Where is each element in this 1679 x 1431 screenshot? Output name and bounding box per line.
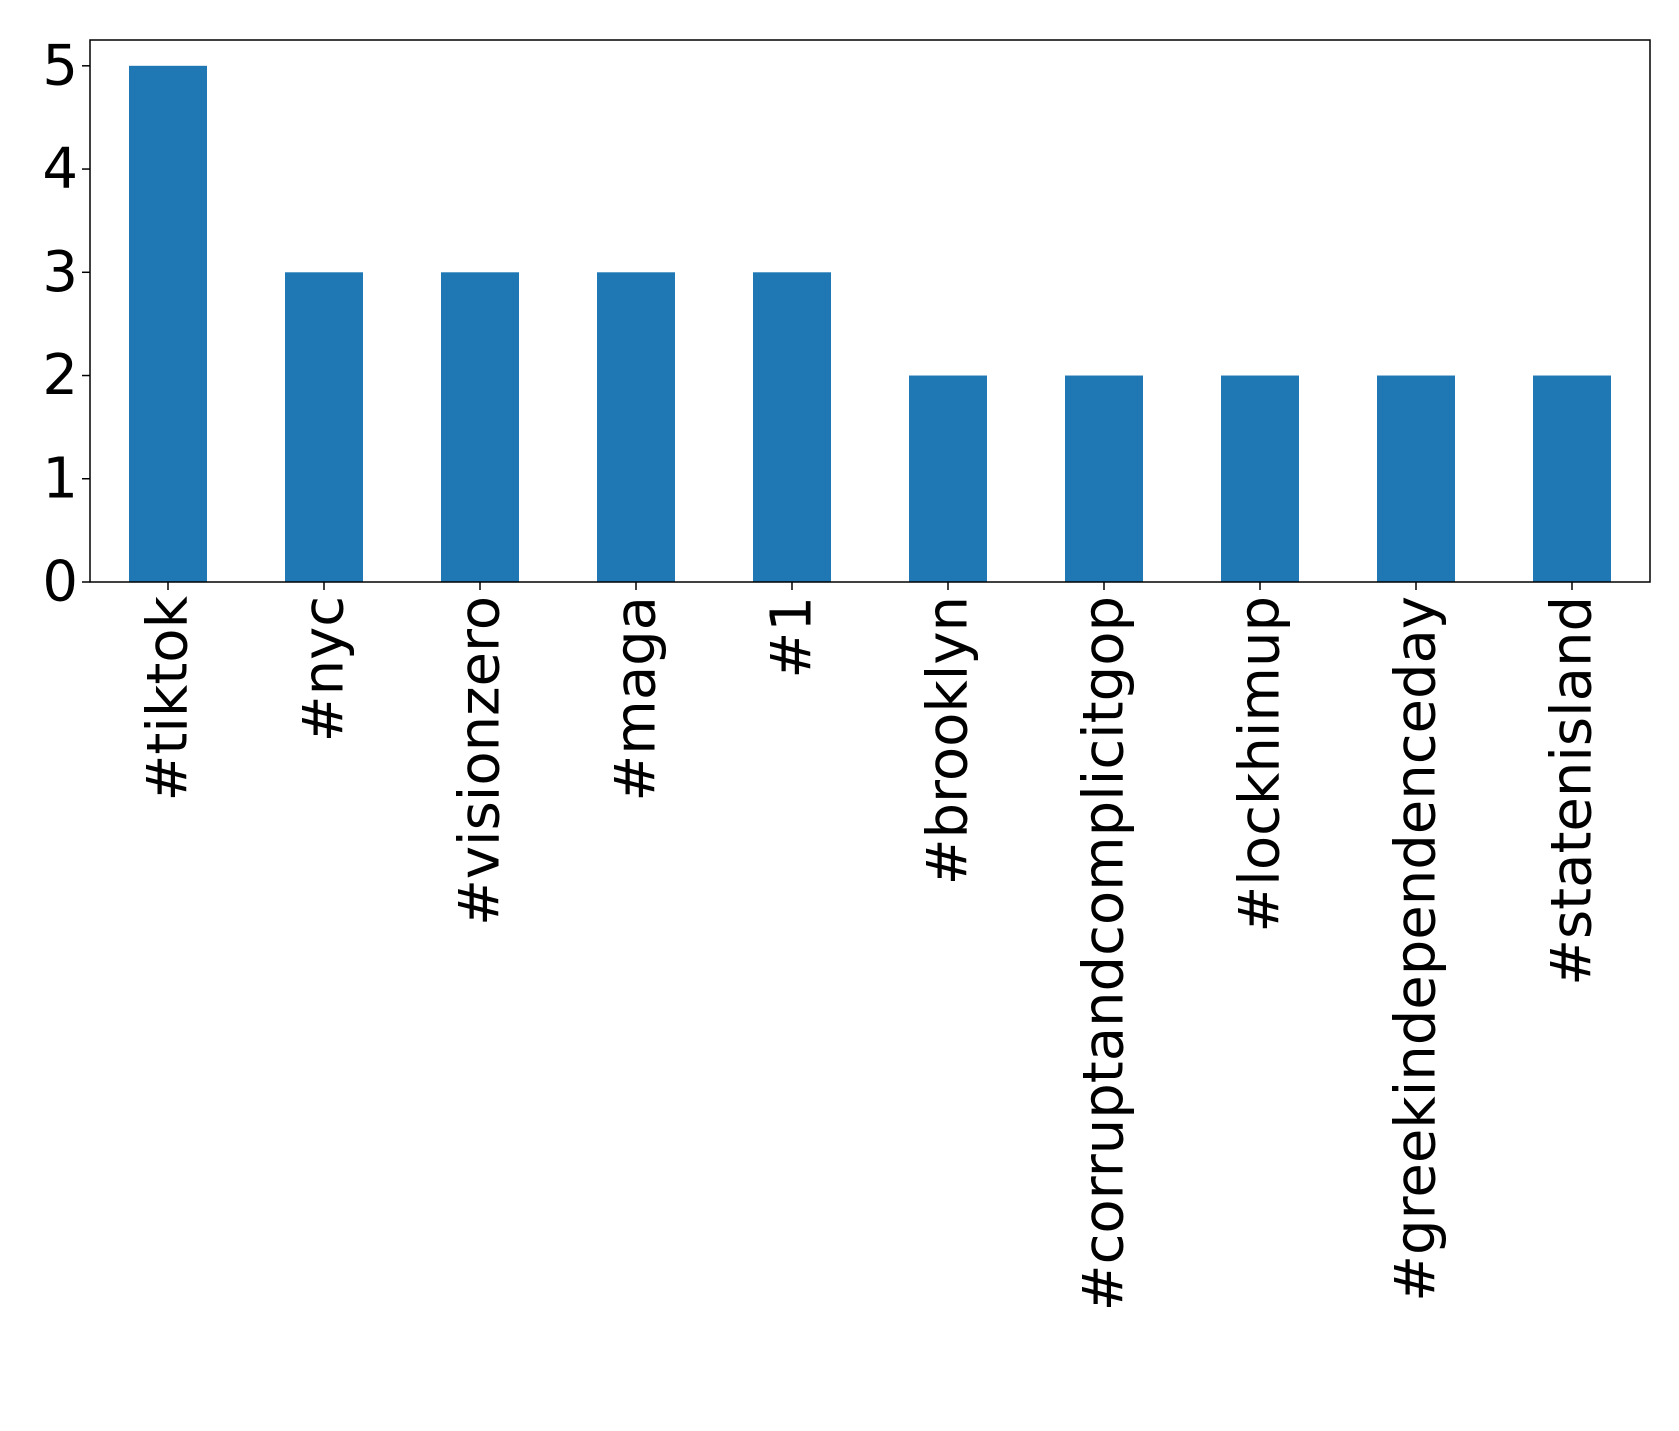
- x-tick-label: #maga: [604, 596, 669, 802]
- x-axis: #tiktok #nyc #visionzero #maga #1 #brooklyn #c…: [136, 582, 1605, 1311]
- bar-2: [441, 272, 519, 582]
- x-tick-label: #lockhimup: [1228, 596, 1293, 933]
- x-tick-label: #visionzero: [448, 596, 513, 926]
- y-tick-label: 0: [42, 550, 78, 615]
- bar-4: [753, 272, 831, 582]
- x-tick-label: #greekindependenceday: [1384, 596, 1449, 1302]
- bar-7: [1221, 375, 1299, 582]
- x-tick-label: #statenisland: [1540, 596, 1605, 986]
- x-tick-label: #nyc: [292, 596, 357, 742]
- x-tick-label: #corruptandcomplicitgop: [1072, 596, 1137, 1311]
- bars-layer: [129, 65, 1611, 583]
- y-axis: 0 1 2 3 4 5: [42, 33, 90, 615]
- bar-9: [1533, 375, 1611, 582]
- bar-8: [1377, 375, 1455, 582]
- bar-6: [1065, 375, 1143, 582]
- x-tick-label: #tiktok: [136, 595, 201, 801]
- y-tick-label: 3: [42, 240, 78, 305]
- plot-frame: [89, 39, 1651, 583]
- x-tick-label: #1: [760, 596, 825, 679]
- bar-0: [129, 65, 207, 583]
- y-tick-label: 2: [42, 343, 78, 408]
- y-tick-label: 1: [42, 446, 78, 511]
- bar-5: [909, 375, 987, 582]
- x-tick-label: #brooklyn: [916, 596, 981, 885]
- bar-3: [597, 272, 675, 582]
- bar-1: [285, 272, 363, 582]
- y-tick-label: 5: [42, 33, 78, 98]
- y-tick-label: 4: [42, 137, 78, 202]
